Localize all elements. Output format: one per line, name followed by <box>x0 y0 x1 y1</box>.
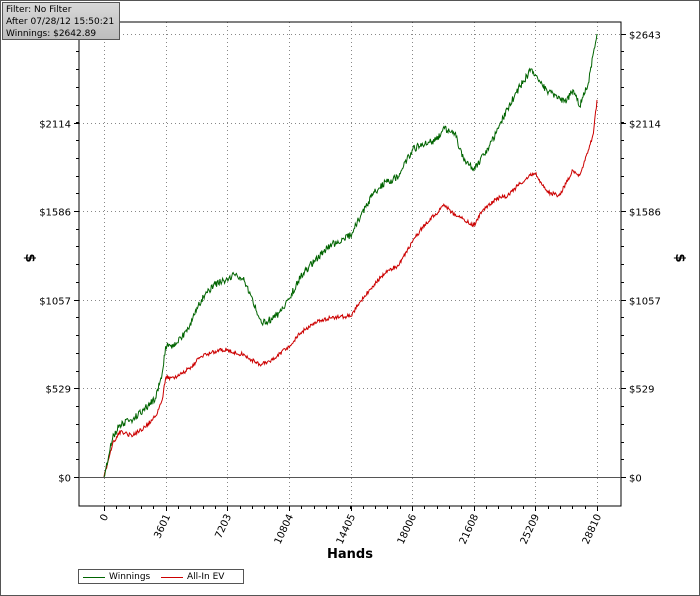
x-tick-label: 3601 <box>152 513 173 541</box>
winnings-label: Winnings: $2642.89 <box>6 29 97 39</box>
x-tick-label: 14405 <box>335 513 358 546</box>
series-line-allin-ev <box>103 99 598 478</box>
legend-swatch-allin-ev <box>161 577 183 578</box>
label-layer: $0 $0 $529 $529 $1057 $1057 $1586 $1586 $2114 $21… <box>39 31 661 547</box>
x-tick-label: 18006 <box>396 513 419 546</box>
grid-layer <box>79 22 621 506</box>
x-tick-label: 25209 <box>519 513 542 546</box>
y-tick-label-left: $0 <box>58 474 71 485</box>
axis-layer <box>74 21 626 511</box>
legend-label-winnings: Winnings <box>109 572 151 582</box>
y-axis-title-left: $ <box>22 253 37 262</box>
y-tick-label-left: $2114 <box>39 120 71 131</box>
y-tick-label-left: $1586 <box>39 208 71 219</box>
y-tick-label-left: $1057 <box>39 297 71 308</box>
y-tick-label-right: $2643 <box>629 31 661 42</box>
series-line-winnings <box>103 33 598 478</box>
y-axis-title-right: $ <box>672 253 687 262</box>
x-tick-label: 28810 <box>581 513 604 546</box>
y-tick-label-right: $0 <box>629 474 642 485</box>
x-tick-label: 7203 <box>213 513 234 541</box>
x-tick-label: 10804 <box>273 513 296 546</box>
filter-info-box: Filter: No Filter After 07/28/12 15:50:2… <box>2 2 120 40</box>
x-tick-label: 21608 <box>458 513 481 546</box>
series-layer <box>103 33 598 478</box>
legend-label-allin-ev: All-In EV <box>187 572 225 582</box>
plot-frame <box>78 21 622 507</box>
y-tick-label-right: $529 <box>629 385 654 396</box>
y-tick-label-left: $529 <box>46 385 71 396</box>
x-tick-label: 0 <box>99 513 112 523</box>
y-tick-label-right: $1057 <box>629 297 661 308</box>
y-tick-label-right: $1586 <box>629 208 661 219</box>
legend: Winnings All-In EV <box>78 569 244 584</box>
y-tick-label-right: $2114 <box>629 120 661 131</box>
filter-label: Filter: No Filter <box>6 5 72 15</box>
date-filter-label: After 07/28/12 15:50:21 <box>6 17 115 27</box>
legend-swatch-winnings <box>83 577 105 578</box>
x-axis-title: Hands <box>327 547 373 562</box>
